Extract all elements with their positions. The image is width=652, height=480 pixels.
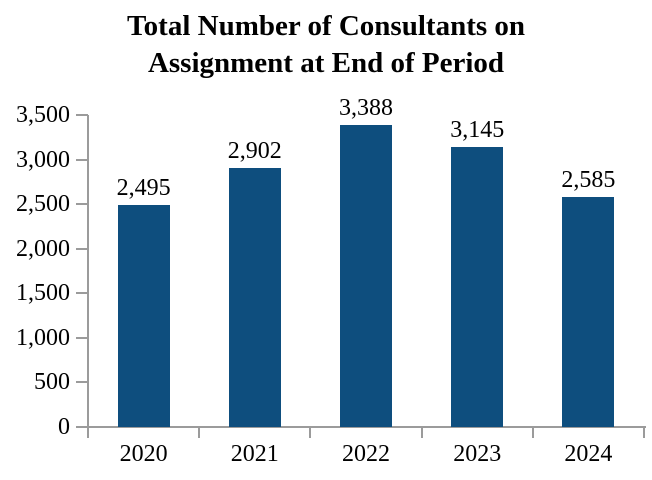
bar: [117, 205, 170, 427]
chart-title: Total Number of Consultants on Assignmen…: [0, 8, 652, 82]
x-tick-label: 2023: [453, 441, 502, 467]
x-tick-mark: [531, 427, 534, 438]
bar: [228, 168, 281, 427]
y-tick-label: 2,500: [16, 191, 70, 218]
bar-value-label: 3,145: [450, 117, 505, 143]
x-tick-mark: [198, 427, 201, 438]
chart-title-line-2: Assignment at End of Period: [147, 47, 505, 79]
x-tick-label: 2021: [230, 441, 279, 467]
y-tick-mark: [76, 381, 88, 384]
y-tick-label: 1,000: [16, 324, 70, 351]
chart-title-line-1: Total Number of Consultants on: [126, 10, 526, 42]
y-tick-label: 0: [58, 414, 70, 440]
x-axis-line: [87, 426, 646, 428]
y-tick-mark: [76, 203, 88, 206]
bar-value-label: 2,585: [561, 167, 616, 193]
bar: [340, 125, 392, 427]
x-tick-mark: [643, 427, 645, 438]
y-tick-label: 2,000: [16, 235, 70, 262]
bar: [451, 147, 504, 427]
x-tick-label: 2024: [564, 441, 613, 467]
y-tick-mark: [76, 336, 88, 339]
bar-value-label: 2,902: [227, 138, 282, 164]
y-tick-mark: [76, 426, 88, 428]
y-tick-label: 3,000: [16, 146, 70, 173]
x-tick-label: 2022: [342, 441, 390, 467]
bar-value-label: 2,495: [116, 175, 171, 201]
y-tick-mark: [76, 158, 88, 161]
y-axis-line: [87, 115, 89, 427]
x-tick-label: 2020: [119, 441, 168, 467]
x-tick-mark: [309, 427, 312, 438]
y-tick-label: 500: [34, 369, 70, 396]
y-tick-mark: [76, 247, 88, 250]
x-tick-mark: [87, 427, 89, 438]
x-tick-mark: [420, 427, 423, 438]
y-tick-mark: [76, 114, 88, 116]
bar-value-label: 3,388: [339, 95, 393, 121]
y-tick-label: 1,500: [16, 280, 70, 307]
bar: [562, 197, 615, 427]
y-tick-mark: [76, 292, 88, 295]
y-tick-label: 3,500: [16, 102, 70, 128]
